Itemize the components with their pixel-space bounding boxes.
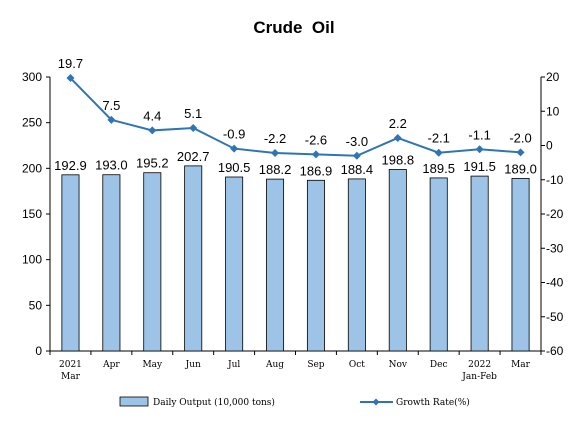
y-right-tick-label: -50 (546, 310, 564, 324)
y-left-tick-label: 0 (35, 344, 42, 358)
bar-value-label: 191.5 (463, 159, 496, 174)
y-right-tick-label: 20 (546, 70, 560, 84)
growth-rate-point (271, 149, 280, 158)
x-tick-label: Jan-Feb (461, 372, 497, 382)
bar-value-label: 186.9 (300, 163, 333, 178)
bar-value-label: 202.7 (177, 149, 210, 164)
x-tick-label: Oct (349, 360, 365, 370)
growth-rate-label: 4.4 (143, 108, 161, 123)
y-right-tick-label: 10 (546, 104, 560, 118)
bar-value-label: 189.0 (504, 161, 537, 176)
bar (429, 177, 448, 352)
growth-rate-line (69, 77, 521, 157)
y-right-tick-label: -10 (546, 173, 564, 187)
x-tick-label: May (142, 360, 163, 370)
bar (266, 178, 285, 352)
y-right-tick-label: -60 (546, 344, 564, 358)
bar-value-label: 190.5 (218, 160, 251, 175)
y-left-tick-label: 100 (22, 253, 42, 267)
growth-rate-point (352, 151, 361, 160)
growth-rate-point (393, 133, 402, 142)
chart-title: Crude Oil (253, 18, 335, 37)
growth-rate-label: -2.6 (305, 132, 327, 147)
growth-rate-point (66, 74, 75, 83)
x-tick-label: Jun (185, 360, 201, 370)
bar-value-label: 195.2 (136, 156, 169, 171)
bar (143, 172, 162, 352)
y-left-tick-label: 150 (22, 207, 42, 221)
growth-rate-point (107, 115, 116, 124)
y-left-tick-label: 250 (22, 116, 42, 130)
x-tick-label: 2021 (59, 360, 82, 370)
y-left-tick-label: 200 (22, 161, 42, 175)
y-left-tick-label: 50 (29, 298, 43, 312)
bar-value-label: 198.8 (382, 152, 415, 167)
y-right-tick-label: -40 (546, 276, 564, 290)
legend-line-marker (372, 398, 380, 406)
growth-rate-label: -0.9 (223, 127, 245, 142)
bar (102, 174, 121, 352)
bar-value-label: 193.0 (95, 158, 128, 173)
growth-rate-point (434, 148, 443, 157)
legend-bar-label: Daily Output (10,000 tons) (153, 397, 275, 408)
bar-value-label: 189.5 (422, 161, 455, 176)
growth-rate-point (516, 148, 525, 157)
x-tick-label: Jul (227, 360, 240, 370)
bar (184, 165, 203, 352)
x-tick-label: Nov (389, 360, 408, 370)
bar (511, 177, 530, 352)
y-left-tick-label: 300 (22, 70, 42, 84)
x-tick-label: Mar (511, 360, 531, 370)
bar (225, 176, 244, 352)
growth-rate-point (189, 124, 198, 133)
growth-rate-label: -2.1 (428, 131, 450, 146)
y-right-tick-label: -30 (546, 241, 564, 255)
growth-rate-point (475, 145, 484, 154)
growth-rate-label: -1.1 (468, 127, 490, 142)
growth-rate-label: 7.5 (102, 98, 120, 113)
bar (388, 169, 407, 352)
legend-bar-swatch (119, 396, 149, 407)
legend-line-label: Growth Rate(%) (396, 397, 470, 408)
bar-value-label: 188.4 (341, 162, 374, 177)
bar-value-label: 188.2 (259, 162, 292, 177)
x-tick-label: Aug (265, 360, 284, 370)
growth-rate-point (311, 150, 320, 159)
growth-rate-label: 2.2 (389, 116, 407, 131)
x-tick-label: Apr (102, 360, 120, 370)
growth-rate-point (230, 144, 239, 153)
bar (61, 174, 80, 352)
growth-rate-label: -2.0 (509, 130, 531, 145)
growth-rate-label: 5.1 (184, 106, 202, 121)
bar (347, 178, 366, 352)
x-tick-label: Dec (430, 360, 448, 370)
growth-rate-label: 19.7 (58, 56, 83, 71)
growth-rate-point (148, 126, 157, 135)
growth-rate-label: -2.2 (264, 131, 286, 146)
bar (470, 175, 489, 352)
bar (306, 179, 325, 352)
x-tick-label: Mar (61, 372, 81, 382)
bar-value-label: 192.9 (54, 158, 87, 173)
y-right-tick-label: -20 (546, 207, 564, 221)
y-right-tick-label: 0 (546, 139, 553, 153)
x-tick-label: Sep (307, 360, 324, 370)
growth-rate-label: -3.0 (346, 134, 368, 149)
x-tick-label: 2022 (468, 360, 491, 370)
